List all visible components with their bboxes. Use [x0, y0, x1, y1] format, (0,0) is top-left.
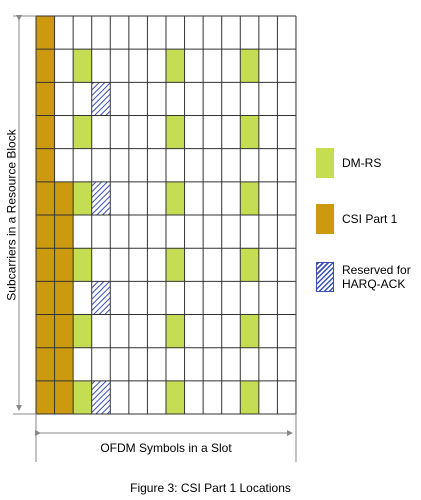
dmrs-cell	[73, 380, 92, 415]
csi-part1-cell	[36, 16, 55, 50]
csi-part1-cell	[36, 49, 55, 83]
csi-part1-cell	[54, 181, 74, 216]
harq-ack-swatch	[316, 262, 334, 292]
csi-part1-cell	[36, 347, 55, 381]
csi-part1-cell	[36, 314, 55, 348]
figure-caption: Figure 3: CSI Part 1 Locations	[130, 481, 291, 495]
harq-ack-cell	[91, 181, 111, 216]
dmrs-cell	[73, 248, 92, 282]
dmrs-cell	[240, 314, 259, 348]
dmrs-cell	[73, 115, 92, 149]
csi-part1-cell	[36, 148, 55, 182]
harq-ack-cell	[91, 380, 111, 415]
dmrs-swatch	[316, 148, 334, 178]
dmrs-cell	[165, 380, 185, 415]
dmrs-cell	[240, 49, 259, 83]
csi-part1-cell	[36, 248, 55, 282]
csi-part1-cell	[36, 215, 55, 249]
csi-part1-swatch	[316, 204, 334, 234]
harq-ack-cell	[91, 281, 111, 315]
csi-part1-cell	[54, 314, 74, 348]
dmrs-cell	[73, 49, 92, 83]
dmrs-cell	[240, 115, 259, 149]
dmrs-cell	[165, 314, 185, 348]
grid-lines	[35, 15, 297, 415]
legend-item-csi: CSI Part 1	[316, 204, 421, 234]
axis-arrows	[13, 15, 297, 462]
dmrs-cell	[73, 314, 92, 348]
dmrs-cell	[165, 49, 185, 83]
grid-cells	[36, 16, 259, 415]
csi-part1-cell	[36, 82, 55, 116]
y-axis-label-text: Subcarriers in a Resource Block	[5, 129, 19, 301]
dmrs-cell	[240, 248, 259, 282]
dmrs-cell	[240, 181, 259, 216]
legend-label-harq: Reserved for HARQ-ACK	[342, 263, 411, 291]
legend-item-harq: Reserved for HARQ-ACK	[316, 262, 421, 292]
dmrs-cell	[165, 181, 185, 216]
legend-label-dmrs: DM-RS	[342, 156, 382, 170]
csi-part1-cell	[36, 181, 55, 216]
csi-part1-cell	[54, 215, 74, 249]
harq-ack-cell	[91, 82, 111, 116]
csi-part1-cell	[54, 281, 74, 315]
dmrs-cell	[165, 248, 185, 282]
legend-label-csi: CSI Part 1	[342, 212, 398, 226]
legend-item-dmrs: DM-RS	[316, 148, 421, 178]
y-axis-label: Subcarriers in a Resource Block	[2, 16, 22, 414]
dmrs-cell	[165, 115, 185, 149]
dmrs-cell	[240, 380, 259, 415]
csi-part1-cell	[36, 281, 55, 315]
csi-part1-cell	[54, 248, 74, 282]
csi-part1-cell	[54, 380, 74, 415]
csi-part1-cell	[54, 347, 74, 381]
dmrs-cell	[73, 181, 92, 216]
csi-part1-cell	[36, 380, 55, 415]
csi-part1-cell	[36, 115, 55, 149]
x-axis-label: OFDM Symbols in a Slot	[100, 441, 232, 455]
